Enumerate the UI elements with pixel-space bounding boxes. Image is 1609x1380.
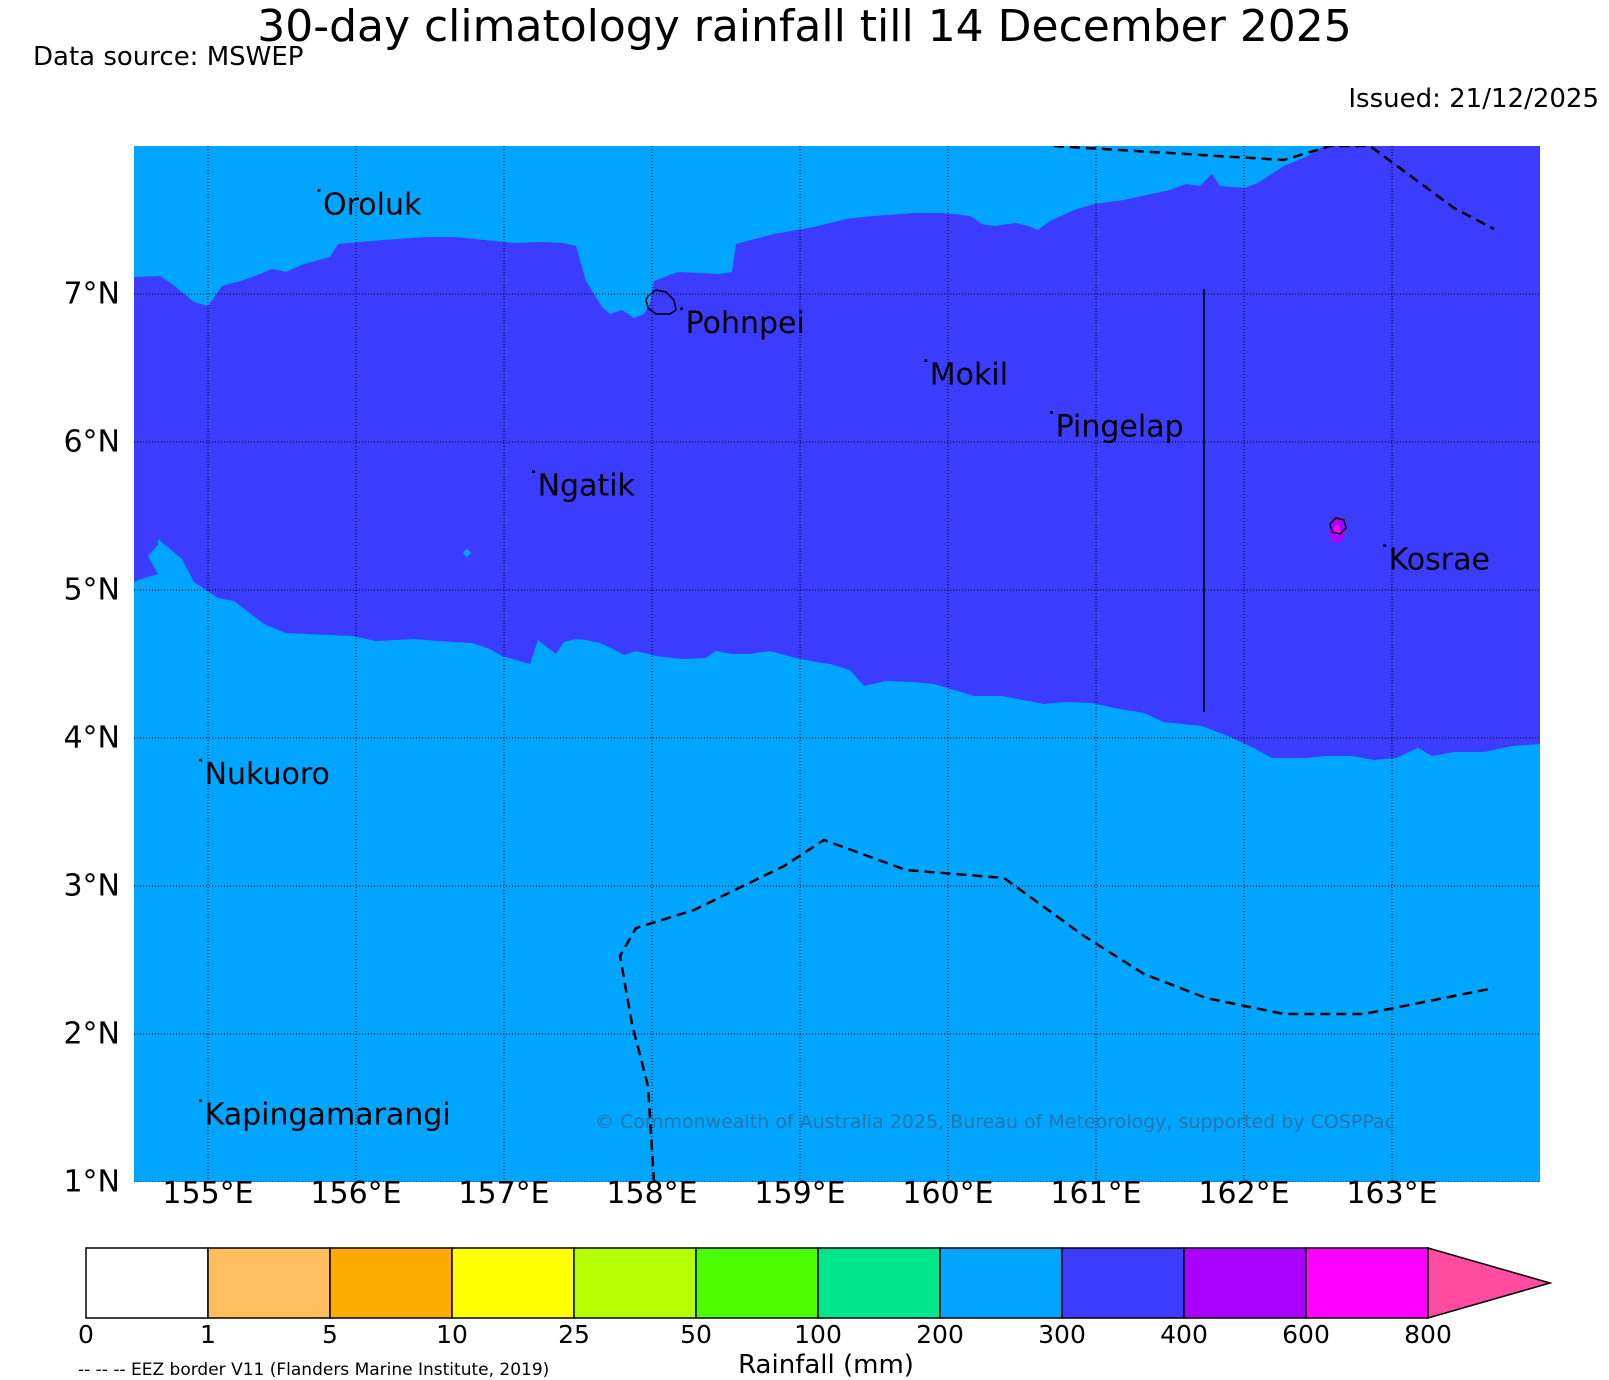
colorbar-bin-0-1 [85,1247,209,1319]
place-label-kapingamarangi: Kapingamarangi [205,1098,451,1133]
place-marker-2 [924,359,928,363]
place-marker-4 [532,470,536,474]
place-label-mokil: Mokil [930,358,1008,393]
colorbar-tick-label: 300 [1038,1320,1086,1349]
lon-tick-label: 160°E [902,1176,994,1211]
issued-date: Issued: 21/12/2025 [1348,84,1599,114]
kosrae-island-outline [1329,517,1347,535]
place-labels: Oroluk Pohnpei Mokil Pingelap Ngatik Kosrae Nu… [199,187,1490,1133]
place-marker-0 [317,188,321,192]
place-label-pingelap: Pingelap [1056,409,1184,444]
colorbar-tick-label: 100 [794,1320,842,1349]
colorbar-tick-label: 600 [1282,1320,1330,1349]
lat-tick-label: 6°N [63,424,120,460]
lon-tick-label: 163°E [1346,1176,1438,1211]
lat-tick-label: 4°N [63,720,120,756]
colorbar-bin-50-100 [695,1247,819,1319]
place-marker-6 [199,758,203,762]
colorbar-bin-5-10 [329,1247,453,1319]
copyright-notice: © Commonwealth of Australia 2025, Bureau… [595,1111,1395,1133]
pohnpei-island-outline [645,289,677,315]
lat-tick-label: 3°N [63,868,120,904]
lat-tick-label: 5°N [63,572,120,608]
place-marker-3 [1050,410,1054,414]
colorbar-tick-label: 5 [322,1320,338,1349]
colorbar-bin-400-600 [1183,1247,1307,1319]
rain-speck [462,548,472,558]
lat-tick-label: 7°N [63,276,120,312]
place-label-kosrae: Kosrae [1389,543,1490,578]
place-label-pohnpei: Pohnpei [686,306,805,341]
lon-tick-label: 159°E [754,1176,846,1211]
colorbar-tick-label: 1 [200,1320,216,1349]
place-marker-5 [1383,544,1387,548]
colorbar-tick-label: 10 [436,1320,468,1349]
lon-tick-label: 155°E [162,1176,254,1211]
colorbar-bin-over-800 [1427,1247,1553,1319]
rainfall-map: Oroluk Pohnpei Mokil Pingelap Ngatik Kosrae Nu… [134,146,1540,1182]
lon-tick-label: 158°E [606,1176,698,1211]
colorbar-tick-label: 25 [558,1320,590,1349]
lat-tick-label: 1°N [63,1164,120,1200]
lon-tick-label: 157°E [458,1176,550,1211]
colorbar-bin-25-50 [573,1247,697,1319]
colorbar-tick-label: 50 [680,1320,712,1349]
colorbar-tick-label: 0 [78,1320,94,1349]
place-label-nukuoro: Nukuoro [205,757,330,792]
place-marker-7 [199,1099,203,1103]
colorbar-bin-600-800 [1305,1247,1429,1319]
colorbar-tick-label: 400 [1160,1320,1208,1349]
colorbar-bin-1-5 [207,1247,331,1319]
grid-lines [134,146,1540,1182]
colorbar-bin-300-400 [1061,1247,1185,1319]
lon-tick-label: 161°E [1050,1176,1142,1211]
colorbar-bin-200-300 [939,1247,1063,1319]
lon-tick-label: 162°E [1198,1176,1290,1211]
eez-border-north [1053,146,1495,231]
place-label-oroluk: Oroluk [323,187,422,222]
eez-border-south [618,838,1495,1182]
eez-border-note: -- -- -- EEZ border V11 (Flanders Marine… [78,1360,550,1380]
lat-tick-label: 2°N [63,1016,120,1052]
lon-tick-label: 156°E [310,1176,402,1211]
place-label-ngatik: Ngatik [538,469,636,504]
place-marker-1 [680,307,684,311]
colorbar-bin-100-200 [817,1247,941,1319]
data-source: Data source: MSWEP [33,42,304,72]
rain-zone-300-400 [134,146,1540,760]
colorbar-title: Rainfall (mm) [738,1350,914,1380]
colorbar-tick-label: 800 [1404,1320,1452,1349]
rainfall-colorbar [85,1247,1553,1319]
map-title: 30-day climatology rainfall till 14 Dece… [257,1,1352,52]
colorbar-bin-10-25 [451,1247,575,1319]
colorbar-tick-label: 200 [916,1320,964,1349]
